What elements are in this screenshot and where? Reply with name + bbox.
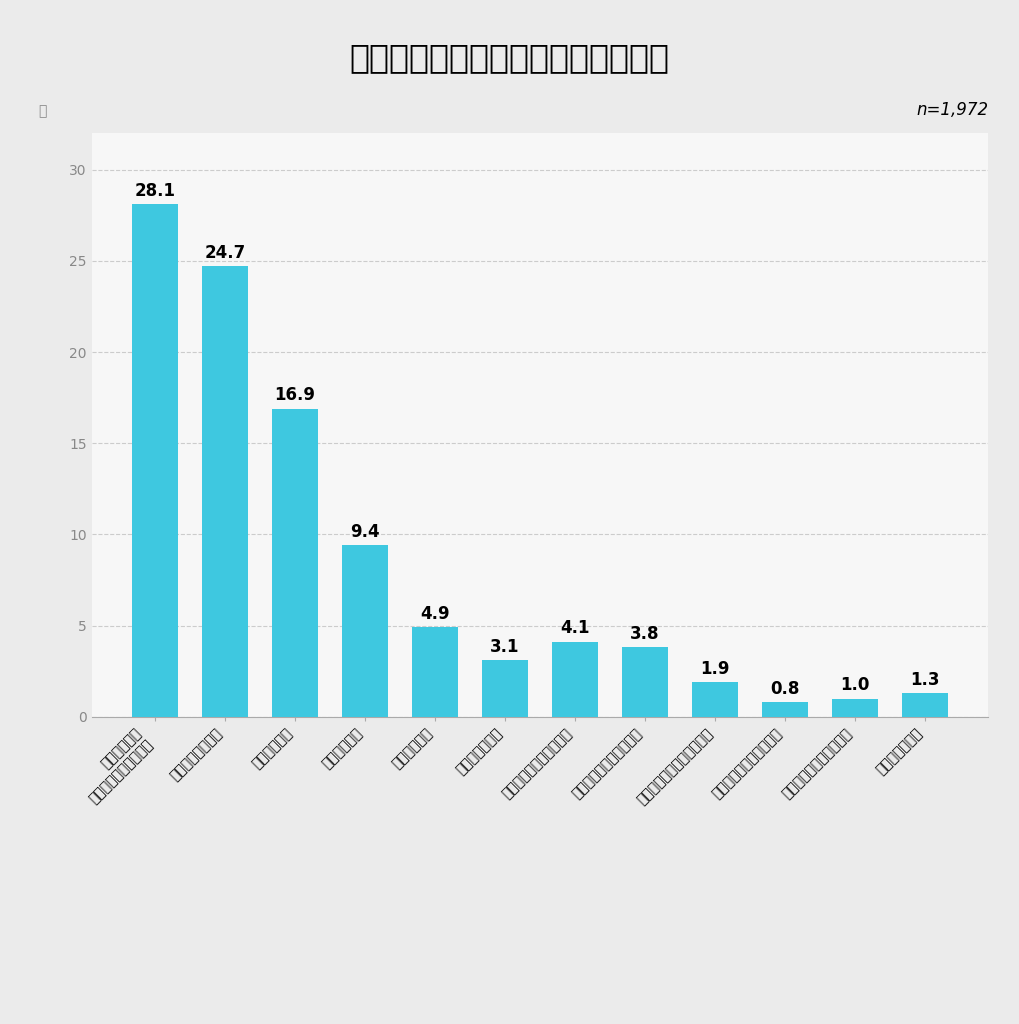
Text: 0.8: 0.8 [770,680,800,697]
Text: 1.3: 1.3 [910,671,940,688]
Text: 1.0: 1.0 [841,676,869,694]
Text: 葬儀社を決めるまでにかかった時間: 葬儀社を決めるまでにかかった時間 [350,41,669,74]
Text: 4.1: 4.1 [560,620,590,638]
Text: 16.9: 16.9 [275,386,316,404]
Text: 3.1: 3.1 [490,638,520,655]
Bar [552,642,598,717]
Bar [203,266,248,717]
Bar [833,698,877,717]
Bar [342,546,388,717]
Text: 24.7: 24.7 [205,244,246,262]
Bar [482,660,528,717]
Bar [413,628,458,717]
Bar [132,204,178,717]
Bar [692,682,738,717]
Text: ％: ％ [38,104,47,119]
Bar [902,693,948,717]
Bar [762,702,808,717]
Text: 4.9: 4.9 [420,605,450,623]
Text: n=1,972: n=1,972 [916,100,988,119]
Text: 9.4: 9.4 [351,523,380,541]
Bar [623,647,667,717]
Text: 28.1: 28.1 [135,181,175,200]
Bar [272,409,318,717]
Text: 1.9: 1.9 [700,659,730,678]
Text: 3.8: 3.8 [631,625,659,643]
